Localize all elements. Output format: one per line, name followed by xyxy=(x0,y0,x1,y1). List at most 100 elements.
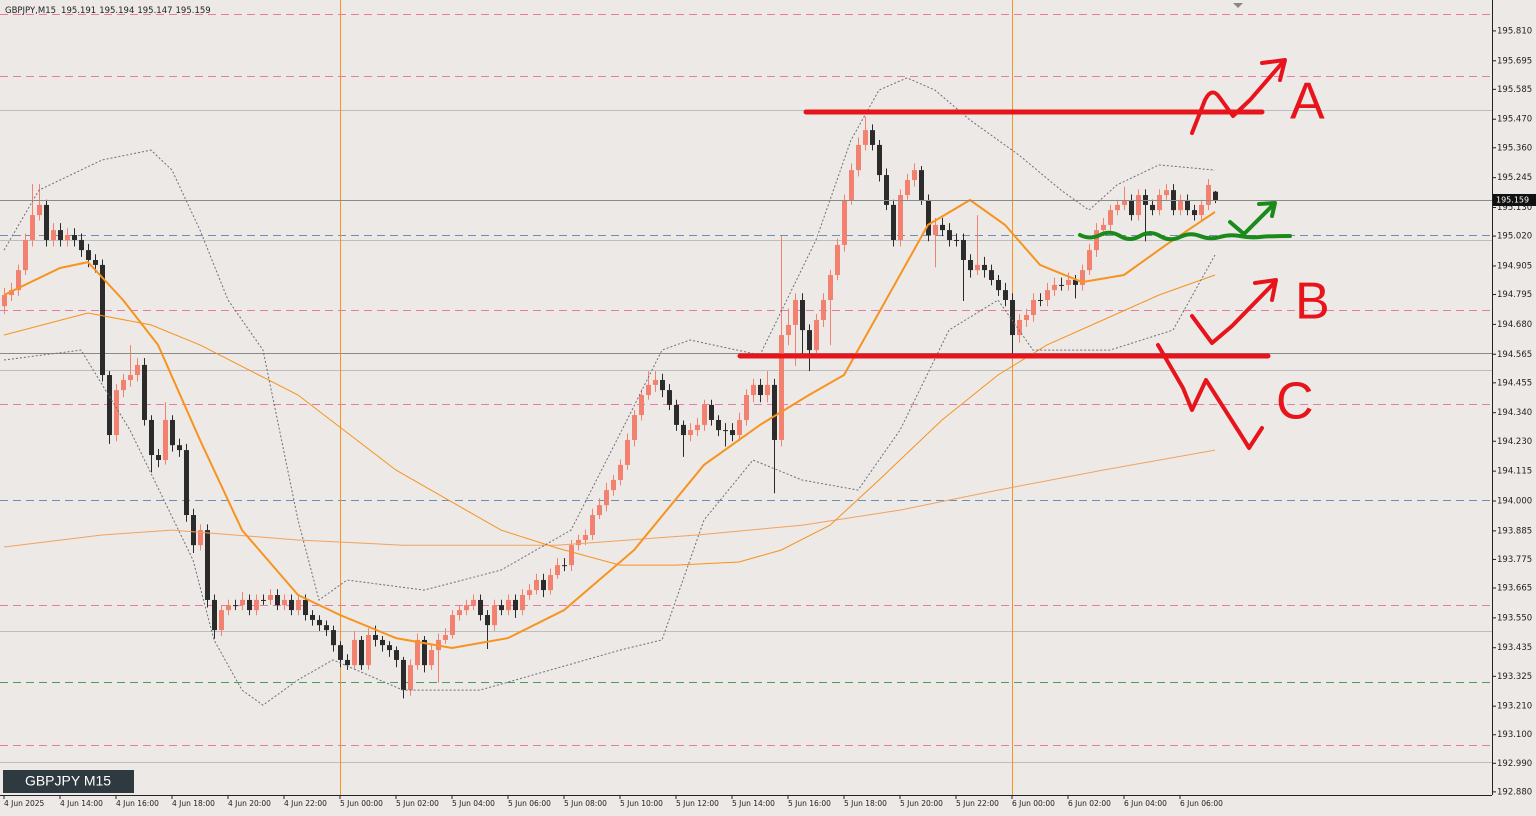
candle-body xyxy=(842,199,847,245)
candle-body xyxy=(618,464,623,480)
candle-body xyxy=(177,445,182,451)
candle-body xyxy=(856,144,861,171)
candle-body xyxy=(1129,199,1134,216)
candle-body xyxy=(478,599,483,616)
candle-body xyxy=(387,645,392,651)
candle-body xyxy=(408,665,413,691)
current-price-label: 195.159 xyxy=(1496,195,1529,204)
scenario-label: C xyxy=(1276,373,1314,431)
candle-body xyxy=(9,290,14,296)
candle-body xyxy=(2,295,7,307)
candle-body xyxy=(1094,230,1099,251)
candle-body xyxy=(765,384,770,396)
y-tick-label: 195.360 xyxy=(1497,143,1532,153)
candle-body xyxy=(751,384,756,396)
x-tick-label: 5 Jun 00:00 xyxy=(340,799,383,808)
candle-body xyxy=(1150,204,1155,211)
candle-body xyxy=(37,204,42,216)
candle-body xyxy=(597,505,602,516)
candle-body xyxy=(947,230,952,240)
candle-body xyxy=(1115,204,1120,211)
candle-body xyxy=(163,419,168,460)
x-tick-label: 5 Jun 18:00 xyxy=(844,799,887,808)
candle-body xyxy=(513,599,518,611)
candle-body xyxy=(569,545,574,566)
y-tick-label: 194.565 xyxy=(1497,350,1532,360)
candle-body xyxy=(1143,195,1148,205)
y-tick-label: 194.340 xyxy=(1497,408,1532,418)
y-tick-label: 193.550 xyxy=(1497,613,1532,623)
y-tick-label: 194.680 xyxy=(1497,320,1532,330)
candle-body xyxy=(674,404,679,425)
candle-body xyxy=(940,224,945,231)
indicator-line xyxy=(3,77,1216,601)
candle-body xyxy=(296,599,301,611)
candle-body xyxy=(1192,210,1197,216)
candle-body xyxy=(1017,319,1022,336)
candle-body xyxy=(653,379,658,385)
candle-body xyxy=(737,419,742,436)
y-tick-label: 195.130 xyxy=(1497,203,1532,213)
y-tick-label: 193.325 xyxy=(1497,672,1532,682)
candle-body xyxy=(366,635,371,666)
candle-body xyxy=(723,430,728,432)
candle-body xyxy=(891,204,896,240)
candle-body xyxy=(352,639,357,666)
candle-body xyxy=(184,450,189,516)
x-tick-label: 4 Jun 16:00 xyxy=(116,799,159,808)
candle-body xyxy=(79,239,84,251)
x-tick-label: 5 Jun 16:00 xyxy=(788,799,831,808)
candle-body xyxy=(324,625,329,631)
x-tick-label: 4 Jun 14:00 xyxy=(60,799,103,808)
candle-body xyxy=(702,404,707,425)
candle-body xyxy=(884,175,889,205)
candle-body xyxy=(625,439,630,465)
candle-body xyxy=(331,630,336,646)
y-tick-label: 193.210 xyxy=(1497,702,1532,712)
candle-body xyxy=(170,419,175,446)
candle-body xyxy=(457,610,462,616)
candle-body xyxy=(289,599,294,611)
close-value: 195.159 xyxy=(176,6,211,16)
y-tick-label: 193.775 xyxy=(1497,555,1532,565)
x-tick-label: 5 Jun 12:00 xyxy=(676,799,719,808)
candle-body xyxy=(1164,190,1169,196)
candle-body xyxy=(926,199,931,236)
candle-body xyxy=(205,530,210,600)
open-value: 195.191 xyxy=(61,6,96,16)
candle-body xyxy=(86,250,91,260)
candle-body xyxy=(968,259,973,271)
candle-body xyxy=(786,324,791,336)
candle-body xyxy=(996,279,1001,291)
high-value: 195.194 xyxy=(99,6,134,16)
low-value: 195.147 xyxy=(137,6,172,16)
drawings xyxy=(737,58,1292,450)
arrow-c xyxy=(1156,343,1264,450)
y-tick-label: 193.100 xyxy=(1497,730,1532,740)
candle-body xyxy=(135,364,140,376)
symbol-badge xyxy=(3,770,134,793)
header: GBPJPY,M15 195.191 195.194 195.147 195.159 xyxy=(5,6,211,16)
y-tick-label: 194.115 xyxy=(1497,467,1532,477)
candle-body xyxy=(611,479,616,491)
candle-body xyxy=(121,379,126,391)
x-tick-label: 5 Jun 06:00 xyxy=(508,799,551,808)
y-tick-label: 195.585 xyxy=(1497,85,1532,95)
range-line xyxy=(1078,230,1292,242)
candle-body xyxy=(1066,279,1071,285)
candle-body xyxy=(212,599,217,631)
candle-body xyxy=(275,595,280,606)
y-tick-label: 194.230 xyxy=(1497,437,1532,447)
candle-body xyxy=(870,130,875,145)
candle-body xyxy=(247,599,252,611)
y-tick-label: 195.810 xyxy=(1497,26,1532,36)
x-tick-label: 5 Jun 04:00 xyxy=(452,799,495,808)
candle-body xyxy=(226,605,231,611)
candle-body xyxy=(58,230,63,240)
candle-body xyxy=(898,195,903,240)
candle-body xyxy=(744,395,749,420)
indicator-line xyxy=(3,449,1216,548)
arrow-b xyxy=(1190,278,1278,345)
x-tick-label: 6 Jun 00:00 xyxy=(1012,799,1055,808)
